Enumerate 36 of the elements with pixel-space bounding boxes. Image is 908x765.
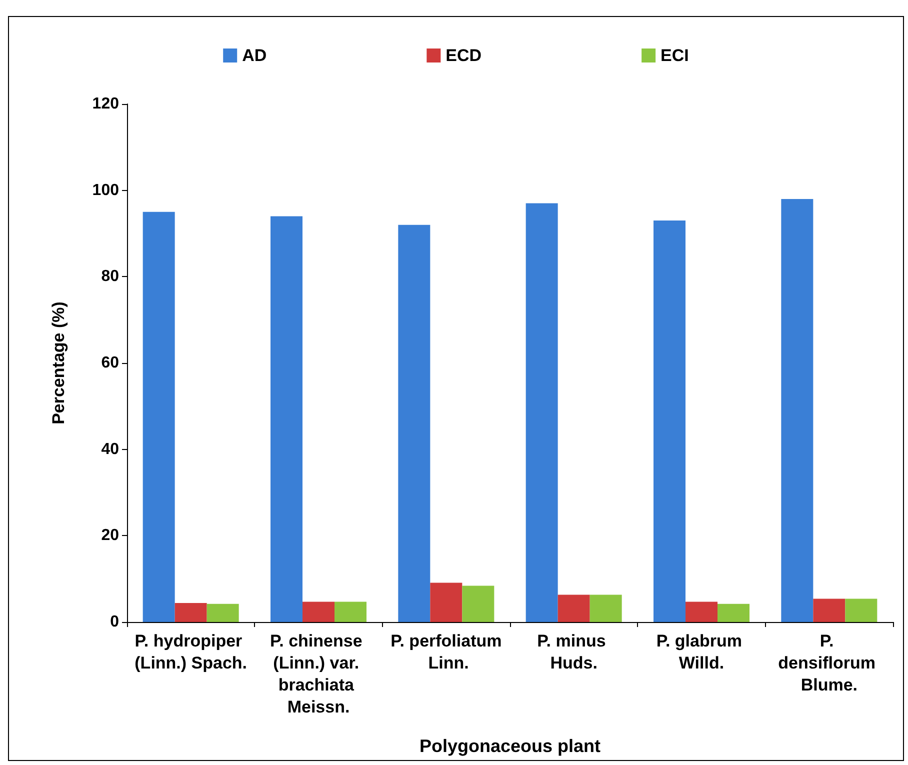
bar <box>686 602 718 622</box>
bar <box>813 598 846 622</box>
bar <box>845 598 878 622</box>
bar <box>590 594 622 622</box>
y-tick-label: 100 <box>92 182 120 199</box>
bar <box>302 602 334 622</box>
bar <box>526 203 558 622</box>
y-tick-label: 0 <box>110 614 120 630</box>
y-tick-label: 80 <box>101 268 120 286</box>
y-tick-label: 40 <box>101 440 120 458</box>
y-tick-label: 60 <box>101 354 120 372</box>
bar <box>558 594 590 622</box>
bar <box>430 582 462 622</box>
bar <box>398 224 430 622</box>
bar <box>462 586 494 622</box>
legend-label: AD <box>242 46 267 65</box>
y-tick-label: 120 <box>92 96 120 112</box>
bar <box>654 220 686 622</box>
bar <box>270 216 302 622</box>
legend-label: ECD <box>446 46 482 65</box>
x-axis-title: Polygonaceous plant <box>419 736 601 756</box>
x-tick-label: P. hydropiper (Linn.) Spach. <box>134 632 248 672</box>
x-tick-label: P. glabrum Willd. <box>656 632 747 672</box>
bar <box>174 603 207 622</box>
legend-label: ECI <box>660 46 689 65</box>
x-tick-label: P. minus Huds. <box>537 632 611 672</box>
x-tick-label: P. chinense (Linn.) var. brachiata Meissn. <box>270 632 368 716</box>
y-axis-title: Percentage (%) <box>49 302 68 424</box>
bar <box>781 198 814 622</box>
x-tick-label: P. perfoliatum Linn. <box>390 632 502 672</box>
bar <box>718 604 750 622</box>
bar <box>334 602 366 622</box>
x-tick-label: P. densiflorum Blume. <box>778 632 880 694</box>
bar <box>206 604 239 622</box>
y-tick-label: 20 <box>101 527 120 544</box>
bar <box>142 212 175 622</box>
